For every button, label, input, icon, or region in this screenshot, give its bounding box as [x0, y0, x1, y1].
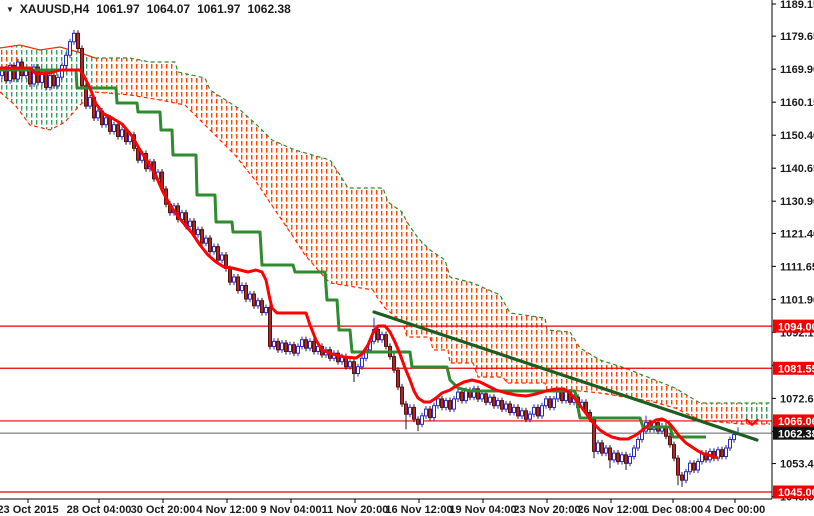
price-tick-label: 1053.40	[780, 459, 814, 471]
price-tick-label: 1160.15	[780, 97, 814, 109]
price-tick-label: 1121.40	[780, 228, 814, 240]
ohlc-open: 1061.97	[96, 2, 140, 16]
level-price-label: 1066.00	[778, 416, 814, 428]
ichimoku-senkou-upper-1	[95, 57, 571, 333]
symbol-dropdown-icon[interactable]: ▼	[6, 4, 14, 14]
level-price-label-bg	[773, 319, 814, 333]
symbol-period-label: XAUUSD,H4	[19, 2, 90, 16]
red-arrow-marker[interactable]	[745, 418, 759, 427]
time-tick-label: 4 Nov 12:00	[196, 504, 257, 516]
descending-trendline[interactable]	[372, 310, 759, 442]
ichimoku-senkou-upper-2	[569, 331, 770, 404]
ichimoku-future-green-patch	[744, 404, 770, 422]
time-tick-label: 30 Oct 20:00	[131, 504, 196, 516]
ichimoku-senkou-lower-1	[94, 91, 570, 391]
bid-price-label-bg	[773, 426, 814, 440]
price-tick-label: 1150.40	[780, 130, 814, 142]
ichimoku-cloud-fill-1	[95, 58, 570, 390]
ichimoku-senkou-lower-2	[569, 389, 770, 425]
level-price-label: 1081.55	[778, 363, 814, 375]
level-price-label: 1094.00	[778, 321, 814, 333]
price-tick-label: 1189.15	[780, 0, 814, 11]
time-tick-label: 4 Dec 00:00	[705, 504, 766, 516]
price-tick-label: 1140.65	[780, 163, 814, 175]
level-price-label-bg	[773, 485, 814, 499]
time-tick-label: 16 Nov 12:00	[385, 504, 452, 516]
level-price-label-bg	[773, 414, 814, 428]
time-tick-label: 19 Nov 04:00	[449, 504, 516, 516]
price-tick-label: 1130.90	[780, 196, 814, 208]
ichimoku-senkou-lower-0	[0, 91, 96, 131]
time-tick-label: 9 Nov 04:00	[260, 504, 321, 516]
level-price-label: 1045.00	[778, 487, 814, 499]
price-tick-label: 1169.90	[780, 64, 814, 76]
ma-green-line	[0, 68, 706, 439]
bid-price-label: 1062.38	[778, 428, 814, 440]
price-tick-label: 1072.65	[780, 393, 814, 405]
level-price-label-bg	[773, 361, 814, 375]
time-tick-label: 11 Nov 20:00	[322, 504, 389, 516]
price-tick-label: 1179.65	[780, 31, 814, 43]
symbol-ohlc-header: ▼ XAUUSD,H4 1061.97 1064.07 1061.97 1062…	[6, 2, 298, 16]
time-tick-label: 26 Nov 12:00	[577, 504, 644, 516]
ohlc-low: 1061.97	[197, 2, 241, 16]
time-tick-label: 28 Oct 04:00	[67, 504, 132, 516]
time-tick-label: 23 Nov 20:00	[513, 504, 580, 516]
ma-red-line	[0, 66, 719, 460]
time-tick-label: 1 Dec 08:00	[643, 504, 704, 516]
price-tick-label: 1111.65	[780, 261, 814, 273]
price-tick-label: 1101.90	[780, 294, 814, 306]
ohlc-close: 1062.38	[247, 2, 291, 16]
ohlc-high: 1064.07	[146, 2, 191, 16]
time-tick-label: 23 Oct 2015	[0, 504, 59, 516]
